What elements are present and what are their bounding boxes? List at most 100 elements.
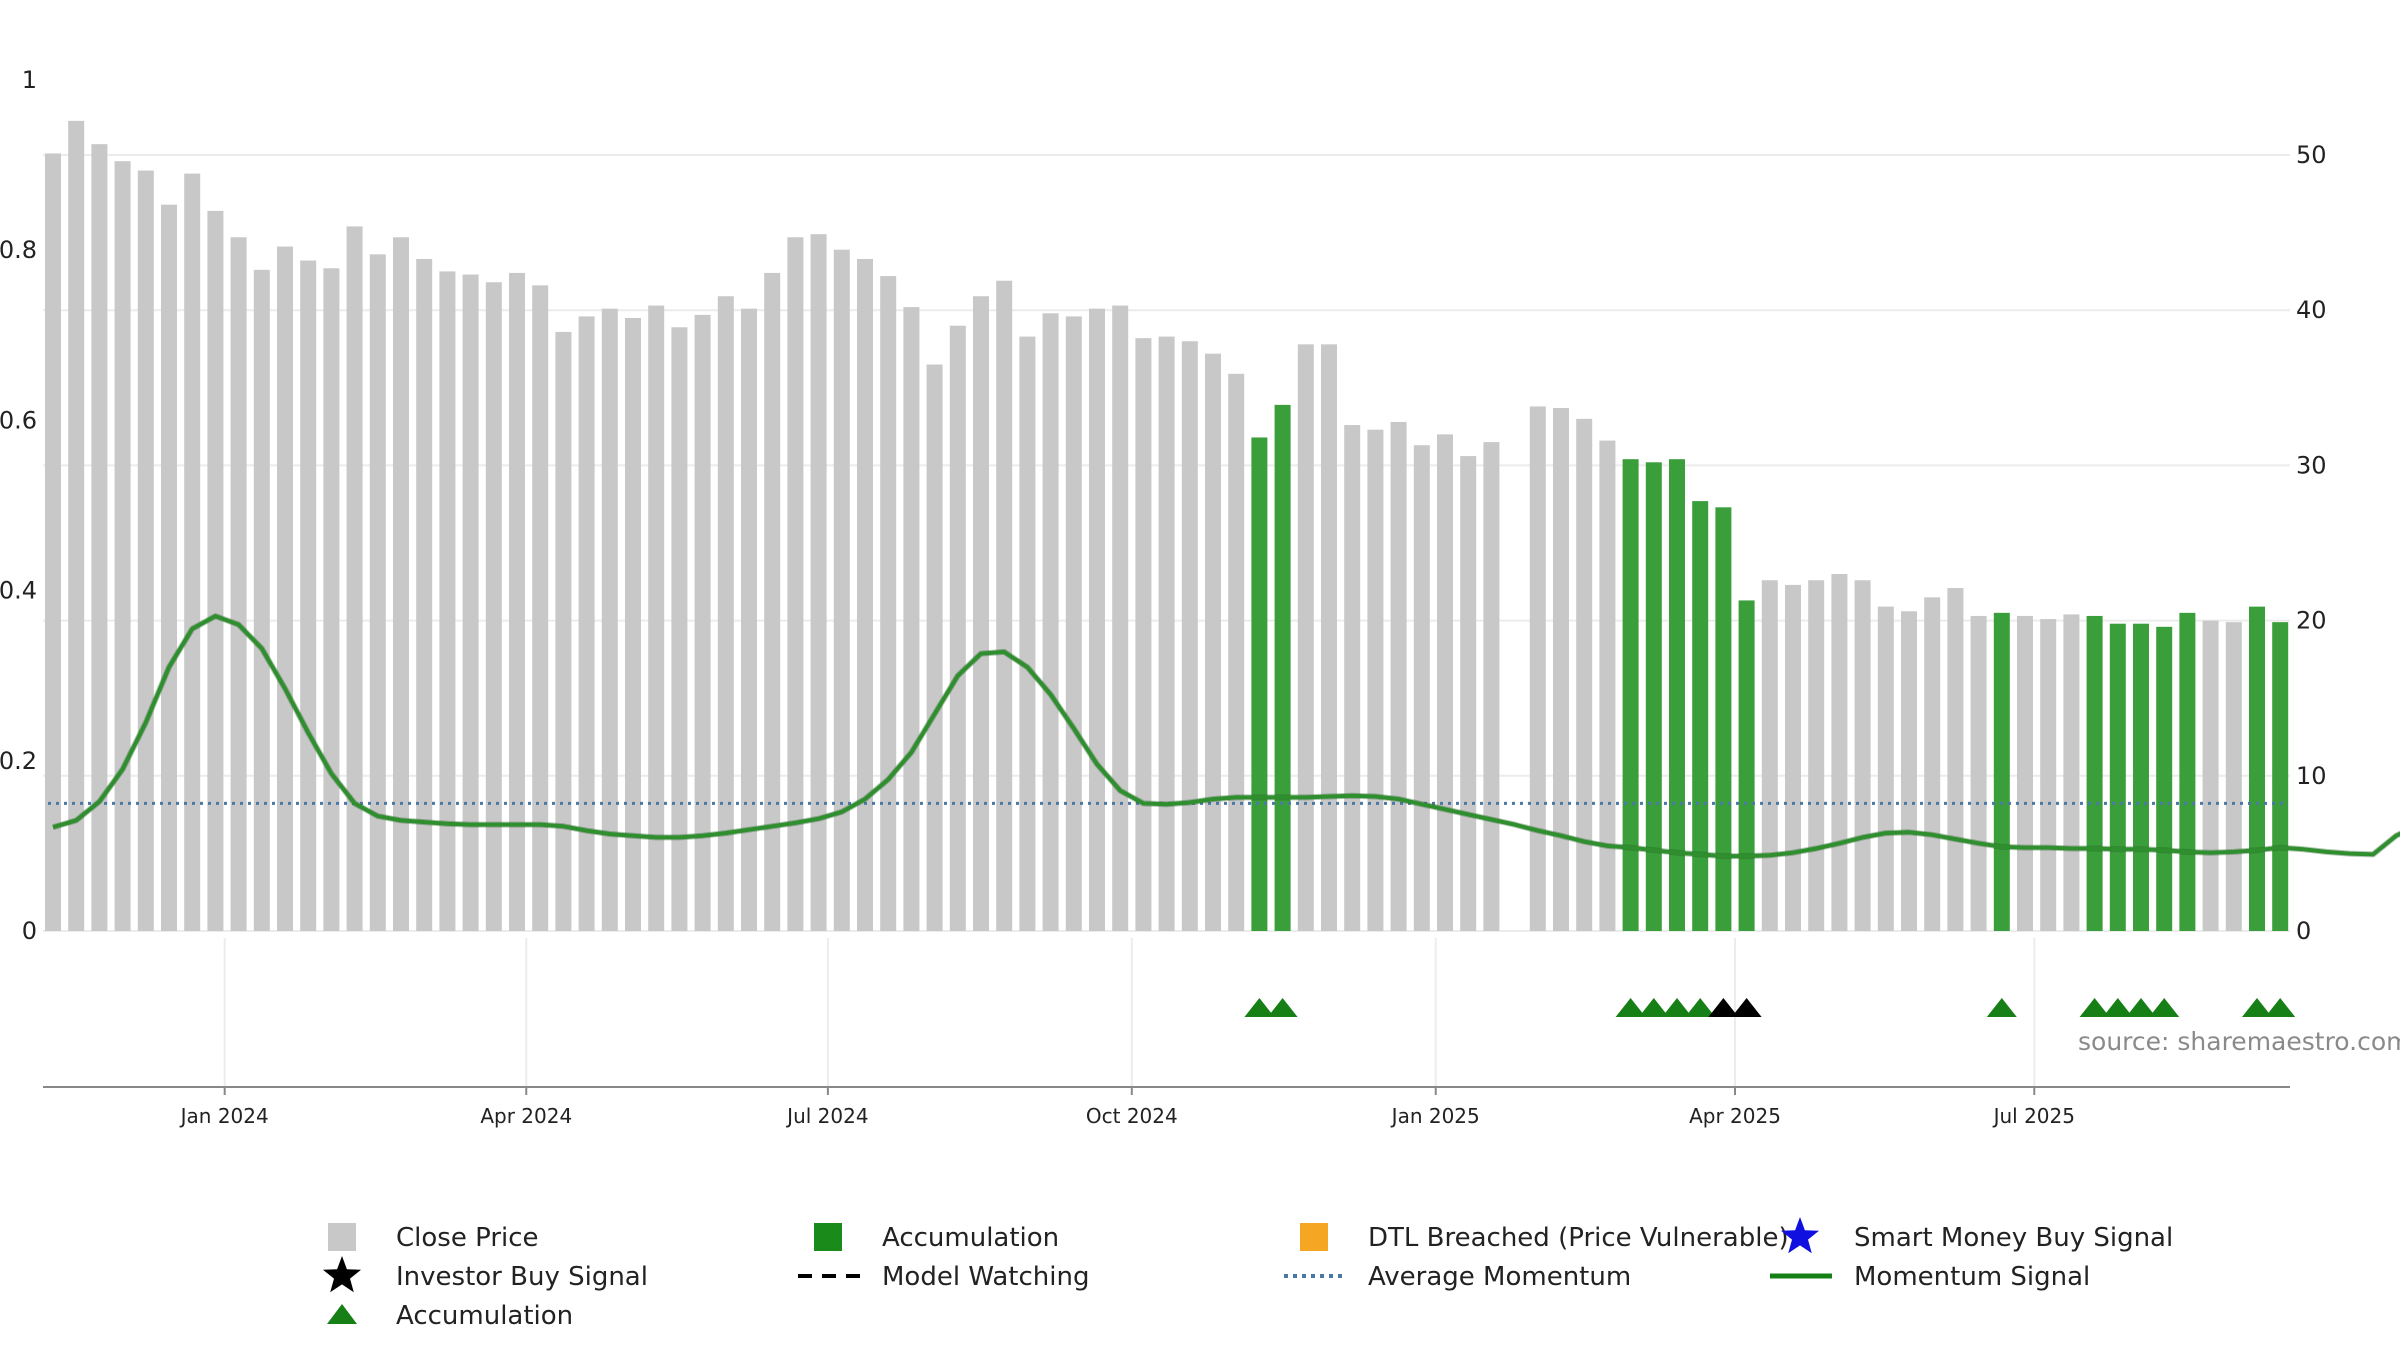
accumulation-bar xyxy=(2086,615,2103,931)
legend-label: DTL Breached (Price Vulnerable) xyxy=(1368,1223,1789,1253)
right-axis-tick-label: 40 xyxy=(2296,296,2327,324)
close-price-bar xyxy=(137,170,154,931)
accumulation-marker xyxy=(1685,998,1716,1017)
right-axis-tick-label: 50 xyxy=(2296,141,2327,169)
close-price-bar xyxy=(1181,341,1198,931)
accumulation-marker xyxy=(1638,998,1669,1017)
legend: Close Price Accumulation DTL Breached (Pri… xyxy=(323,1217,2173,1331)
close-price-bar xyxy=(555,331,572,932)
right-axis-tick-label: 30 xyxy=(2296,451,2327,479)
close-price-bar xyxy=(253,269,270,931)
legend-label: Accumulation xyxy=(882,1223,1059,1253)
x-axis-tick-label: Jul 2025 xyxy=(1992,1104,2075,1128)
legend-label: Investor Buy Signal xyxy=(396,1262,648,1292)
close-price-bar xyxy=(764,272,781,931)
investor-buy-marker xyxy=(1708,998,1739,1017)
accumulation-bar xyxy=(1993,612,2010,931)
close-price-bar xyxy=(1367,429,1384,931)
close-price-bar xyxy=(184,173,201,931)
smart-money-star-icon xyxy=(1781,1217,1819,1254)
close-price-bar xyxy=(1205,353,1221,931)
accumulation-marker xyxy=(1662,998,1692,1017)
accumulation-bar xyxy=(1645,462,1662,931)
close-price-bar xyxy=(114,161,131,931)
close-price-bar xyxy=(207,210,224,931)
accumulation-marker xyxy=(2102,998,2133,1017)
close-price-bar xyxy=(2063,614,2080,931)
close-price-bar xyxy=(68,120,85,931)
accumulation-triangle-icon xyxy=(327,1304,357,1324)
close-price-bar xyxy=(1785,584,1801,931)
accumulation-marker xyxy=(2079,998,2110,1017)
close-price-bar xyxy=(949,325,966,932)
close-price-bar xyxy=(1344,425,1361,931)
close-price-bar xyxy=(996,280,1013,931)
legend-label: Accumulation xyxy=(396,1301,573,1331)
close-price-bar xyxy=(1901,611,1917,931)
close-price-bar xyxy=(91,144,108,932)
close-price-bar xyxy=(833,249,850,931)
close-price-bar xyxy=(1947,588,1964,931)
close-price-bar xyxy=(1970,615,1987,931)
x-axis-tick-label: Apr 2025 xyxy=(1689,1104,1781,1128)
close-price-bar xyxy=(1089,308,1105,931)
close-price-bar xyxy=(1924,597,1941,931)
close-price-bar xyxy=(1877,606,1894,931)
close-price-bar xyxy=(2202,620,2219,931)
close-price-bar xyxy=(857,258,873,931)
close-price-bar xyxy=(300,260,317,931)
close-price-bar xyxy=(1321,344,1337,931)
close-price-bar xyxy=(2017,615,2033,931)
left-axis-tick-label: 0.4 xyxy=(0,577,37,605)
close-price-bar xyxy=(1437,434,1453,931)
accumulation-bar xyxy=(1622,459,1639,931)
close-price-bar xyxy=(1831,574,1848,931)
legend-item: Accumulation xyxy=(814,1223,1059,1253)
x-axis-tick-label: Jan 2025 xyxy=(1390,1104,1480,1128)
legend-label: Average Momentum xyxy=(1368,1262,1631,1292)
close-price-bar xyxy=(277,246,293,931)
legend-item: Average Momentum xyxy=(1284,1262,1631,1292)
close-price-bar xyxy=(1599,440,1616,931)
close-price-swatch-icon xyxy=(328,1223,356,1251)
left-axis-tick-label: 0.8 xyxy=(0,236,37,264)
left-axis-tick-label: 0.2 xyxy=(0,747,37,775)
left-axis-tick-label: 0.6 xyxy=(0,406,37,434)
close-price-bar xyxy=(2225,622,2242,931)
close-price-bar xyxy=(810,234,827,932)
right-axis-tick-label: 20 xyxy=(2296,607,2327,635)
x-axis-tick-label: Apr 2024 xyxy=(480,1104,572,1128)
close-price-bar xyxy=(1854,580,1871,931)
close-price-bar xyxy=(787,237,804,932)
right-axis-tick-label: 10 xyxy=(2296,762,2327,790)
accumulation-marker xyxy=(1615,998,1646,1017)
close-price-bar xyxy=(1158,336,1175,932)
close-price-bar xyxy=(671,327,688,932)
close-price-bar xyxy=(973,296,989,931)
close-price-bar xyxy=(416,258,433,931)
close-price-bar xyxy=(578,316,595,932)
x-axis-tick-label: Jul 2024 xyxy=(785,1104,868,1128)
close-price-bar xyxy=(2040,619,2057,931)
close-price-bar xyxy=(230,237,247,932)
left-axis-tick-label: 0 xyxy=(22,917,37,945)
close-price-bar xyxy=(1228,373,1245,931)
close-price-bar xyxy=(1065,316,1082,932)
accumulation-swatch-icon xyxy=(814,1223,842,1251)
accumulation-bar xyxy=(1738,600,1755,931)
close-price-bar xyxy=(1042,313,1059,932)
accumulation-bar xyxy=(1274,404,1291,931)
accumulation-bar xyxy=(2109,623,2126,931)
x-axis-tick-label: Jan 2024 xyxy=(179,1104,269,1128)
accumulation-marker xyxy=(2149,998,2180,1017)
legend-label: Momentum Signal xyxy=(1854,1262,2090,1292)
close-price-bar xyxy=(880,276,897,931)
legend-item: Investor Buy Signal xyxy=(323,1256,648,1293)
close-price-bar xyxy=(1135,338,1152,931)
legend-item: Accumulation xyxy=(327,1301,573,1331)
investor-buy-star-icon xyxy=(323,1256,361,1293)
accumulation-bar xyxy=(2179,612,2196,931)
accumulation-marker xyxy=(2265,998,2296,1017)
